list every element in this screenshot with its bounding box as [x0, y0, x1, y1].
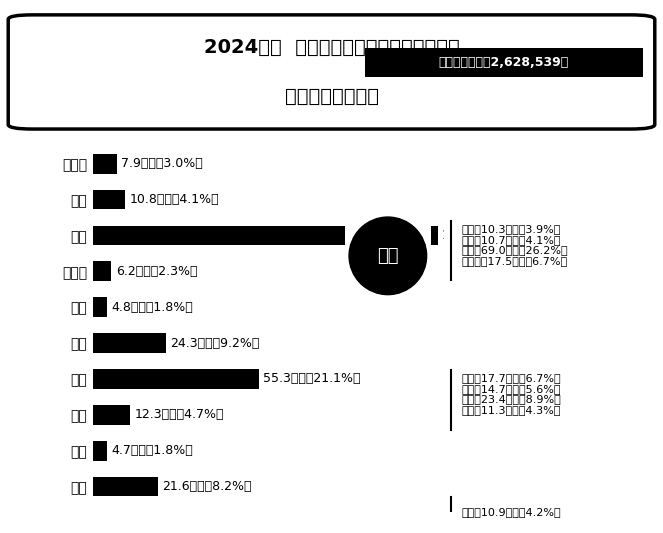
- Text: 55.3万人（21.1%）: 55.3万人（21.1%）: [263, 373, 361, 385]
- Text: 2024年度  大学（学部）、短大（学科）の: 2024年度 大学（学部）、短大（学科）の: [204, 38, 459, 57]
- Text: 学部学生数計：2,628,539人: 学部学生数計：2,628,539人: [439, 56, 569, 69]
- Bar: [93, 405, 130, 425]
- Text: 12.3万人（4.7%）: 12.3万人（4.7%）: [134, 408, 223, 421]
- Bar: [93, 441, 107, 461]
- Text: 京都：14.7万人（5.6%）: 京都：14.7万人（5.6%）: [461, 384, 561, 394]
- Text: 10.8万人（4.1%）: 10.8万人（4.1%）: [130, 193, 219, 206]
- Text: 4.8万人（1.8%）: 4.8万人（1.8%）: [111, 301, 194, 314]
- Bar: [93, 369, 259, 389]
- Text: 埼玉：10.3万人（3.9%）: 埼玉：10.3万人（3.9%）: [461, 224, 561, 234]
- Text: エリア別の学生数: エリア別の学生数: [284, 87, 379, 106]
- Text: 神奈川：17.5万人（6.7%）: 神奈川：17.5万人（6.7%）: [461, 256, 568, 265]
- Text: 千葉：10.7万人（4.1%）: 千葉：10.7万人（4.1%）: [461, 235, 561, 245]
- Text: 7.9万人（3.0%）: 7.9万人（3.0%）: [121, 157, 203, 170]
- Text: 愛知：17.7万人（6.7%）: 愛知：17.7万人（6.7%）: [461, 374, 562, 383]
- Text: 兵庫：11.3万人（4.3%）: 兵庫：11.3万人（4.3%）: [461, 405, 561, 415]
- Text: 24.3万人（9.2%）: 24.3万人（9.2%）: [170, 336, 259, 350]
- Bar: [93, 262, 111, 281]
- Text: 115.0万人（43.7%）: 115.0万人（43.7%）: [442, 229, 548, 242]
- Text: 21.6万人（8.2%）: 21.6万人（8.2%）: [162, 480, 251, 493]
- Text: 大阪：23.4万人（8.9%）: 大阪：23.4万人（8.9%）: [461, 394, 562, 405]
- FancyBboxPatch shape: [8, 15, 655, 129]
- Text: 6.2万人（2.3%）: 6.2万人（2.3%）: [116, 265, 198, 278]
- Text: 福岡：10.9万人（4.2%）: 福岡：10.9万人（4.2%）: [461, 507, 562, 516]
- Bar: [93, 190, 125, 209]
- Text: 東京：69.0万人（26.2%）: 東京：69.0万人（26.2%）: [461, 245, 568, 255]
- Text: 4.7万人（1.8%）: 4.7万人（1.8%）: [111, 444, 193, 457]
- Bar: [93, 154, 117, 174]
- Bar: [93, 333, 166, 353]
- Text: 大学: 大学: [377, 247, 398, 265]
- Bar: [93, 297, 107, 317]
- Circle shape: [349, 217, 427, 295]
- Bar: [93, 477, 158, 496]
- Bar: [93, 225, 438, 245]
